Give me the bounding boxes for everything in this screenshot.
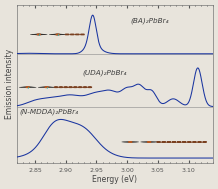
Text: (BA)₂PbBr₄: (BA)₂PbBr₄	[130, 17, 169, 24]
Polygon shape	[122, 141, 139, 143]
Circle shape	[81, 34, 84, 35]
Polygon shape	[38, 87, 55, 88]
X-axis label: Energy (eV): Energy (eV)	[92, 175, 137, 184]
Polygon shape	[141, 141, 158, 143]
Polygon shape	[49, 34, 66, 35]
Circle shape	[37, 34, 41, 35]
Circle shape	[26, 87, 29, 88]
Circle shape	[70, 34, 74, 35]
Circle shape	[64, 87, 68, 88]
Text: (N-MDDA)₂PbBr₄: (N-MDDA)₂PbBr₄	[20, 108, 79, 115]
Circle shape	[69, 87, 72, 88]
Y-axis label: Emission intensity: Emission intensity	[5, 49, 14, 119]
Circle shape	[54, 87, 58, 88]
Circle shape	[83, 87, 87, 88]
Polygon shape	[30, 34, 47, 35]
Circle shape	[75, 34, 79, 35]
Circle shape	[88, 87, 92, 88]
Circle shape	[59, 87, 63, 88]
Circle shape	[78, 87, 82, 88]
Circle shape	[73, 87, 77, 88]
Circle shape	[45, 87, 48, 88]
Circle shape	[56, 34, 59, 35]
Text: (UDA)₂PbBr₄: (UDA)₂PbBr₄	[82, 70, 127, 76]
Circle shape	[65, 34, 69, 35]
Polygon shape	[19, 87, 36, 88]
